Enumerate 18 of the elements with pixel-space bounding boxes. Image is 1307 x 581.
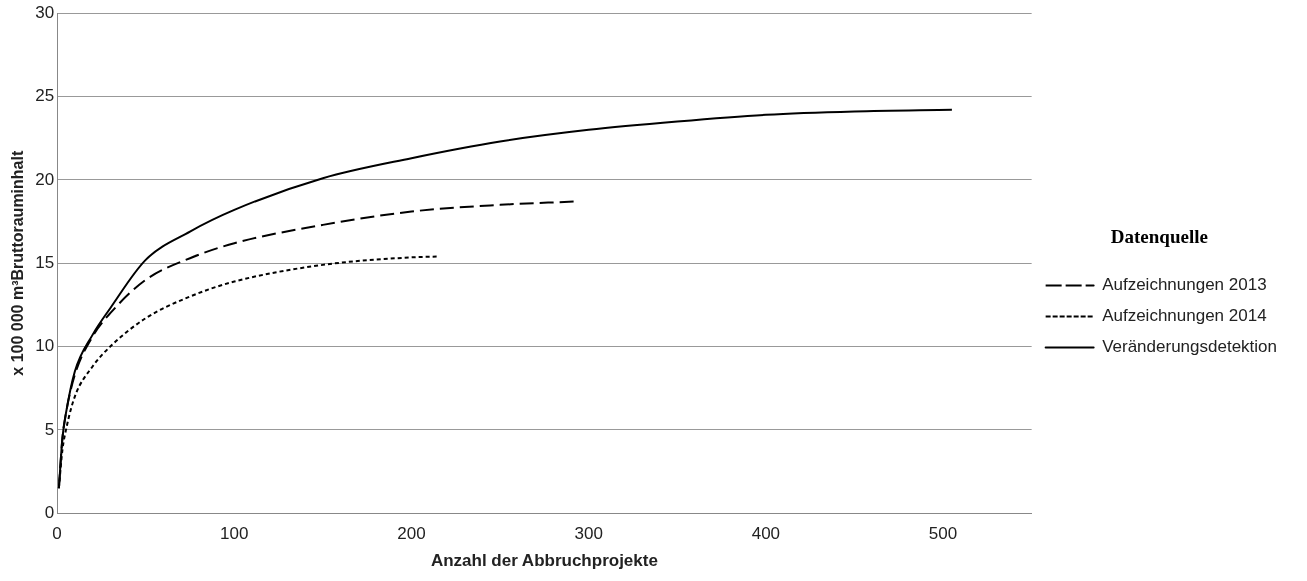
legend-title: Datenquelle — [1110, 225, 1208, 247]
y-tick-label: 20 — [35, 169, 55, 189]
legend-label: Aufzeichnungen 2013 — [1102, 275, 1267, 295]
y-tick-label: 0 — [44, 502, 55, 522]
x-axis-title: Anzahl der Abbruchprojekte — [430, 551, 658, 571]
x-tick-label: 500 — [928, 524, 958, 544]
legend-label: Veränderungsdetektion — [1102, 337, 1277, 357]
legend-label: Aufzeichnungen 2014 — [1102, 306, 1267, 326]
y-tick-label: 25 — [35, 86, 55, 106]
y-tick-label: 10 — [35, 336, 55, 356]
x-tick-label: 100 — [220, 524, 249, 544]
y-tick-label: 15 — [35, 252, 55, 272]
y-tick-label: 5 — [44, 419, 55, 439]
y-axis-title: x 100 000 m³Bruttorauminhalt — [9, 150, 27, 376]
x-tick-label: 300 — [574, 524, 603, 544]
y-tick-label: 30 — [35, 2, 55, 22]
x-tick-label: 200 — [397, 524, 426, 544]
x-tick-label: 400 — [751, 524, 781, 544]
